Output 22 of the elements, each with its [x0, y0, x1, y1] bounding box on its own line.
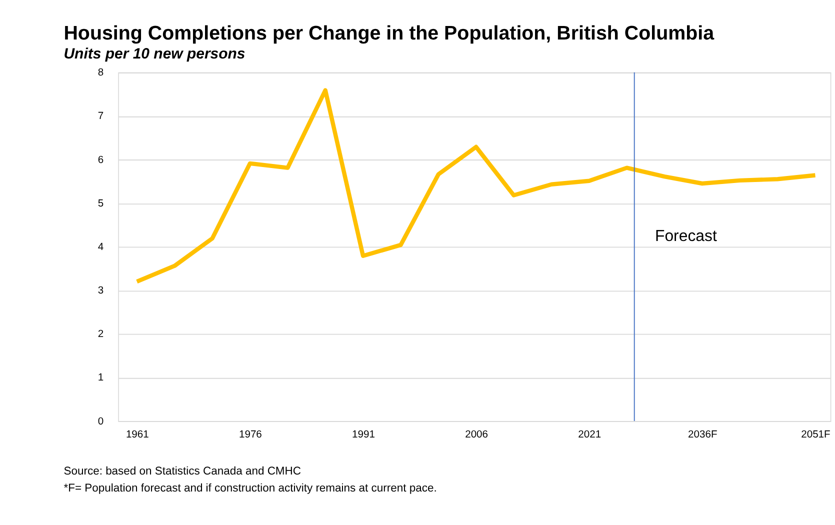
line-series: [134, 88, 818, 284]
x-tick-label: 2021: [578, 429, 602, 440]
y-tick-label: 4: [98, 242, 104, 253]
x-tick-label: 2036F: [688, 429, 718, 440]
text: *F= Population forecast and if construction activity remains at current pace.: [64, 482, 437, 494]
x-tick-label: 1976: [238, 429, 262, 440]
x-tick-label: 1991: [352, 429, 376, 440]
x-tick-label: 2051F: [801, 429, 830, 440]
chart-subtitle: Units per 10 new persons: [64, 45, 246, 62]
y-tick-label: 5: [98, 198, 104, 210]
y-tick-label: 1: [98, 372, 104, 384]
x-tick-label: 2006: [465, 429, 488, 440]
chart-title: Housing Completions per Change in the Population, British Columbia: [64, 22, 716, 45]
source-note: Source: based on Statistics Canada and CMHC: [64, 465, 302, 478]
ref-line-label: Forecast: [654, 228, 718, 245]
y-tick-label: 8: [98, 68, 104, 79]
x-tick-label: 1961: [126, 429, 150, 440]
y-tick-label: 7: [98, 111, 104, 122]
y-tick-label: 2: [98, 329, 104, 340]
y-tick-label: 3: [98, 286, 104, 297]
y-tick-label: 6: [98, 154, 104, 166]
y-tick-label: 0: [98, 416, 104, 428]
